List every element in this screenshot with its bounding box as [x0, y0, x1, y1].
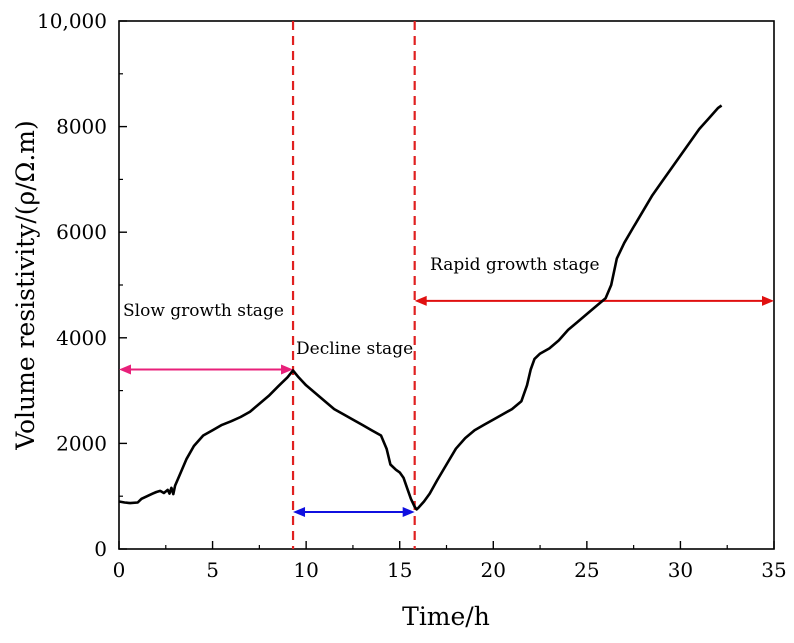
y-tick-label: 8000 — [56, 115, 107, 139]
arrow-head — [402, 507, 415, 518]
y-tick-label: 2000 — [56, 431, 107, 455]
x-tick-label: 5 — [206, 558, 219, 582]
y-tick-label: 4000 — [56, 326, 107, 350]
arrow-head — [281, 364, 294, 375]
x-tick-label: 10 — [293, 558, 318, 582]
stage-divider-lines — [291, 21, 416, 549]
resistivity-line — [118, 104, 723, 511]
y-tick-label: 0 — [94, 537, 107, 561]
arrow-head — [414, 295, 427, 306]
arrow-head — [762, 295, 774, 306]
x-axis-title: Time/h — [402, 602, 490, 631]
x-tick-label: 35 — [761, 558, 786, 582]
annotation-slow-growth-stage: Slow growth stage — [123, 301, 284, 321]
x-tick-label: 20 — [481, 558, 506, 582]
annotation-rapid-growth-stage: Rapid growth stage — [430, 255, 600, 275]
y-tick-label: 10,000 — [37, 9, 107, 33]
y-tick-label: 6000 — [56, 220, 107, 244]
stage-arrows — [119, 295, 774, 518]
x-tick-label: 25 — [574, 558, 599, 582]
x-tick-label: 30 — [668, 558, 693, 582]
plot-frame — [118, 20, 775, 550]
x-tick-label: 0 — [113, 558, 126, 582]
arrow-head — [293, 507, 306, 518]
arrow-head — [119, 364, 131, 375]
x-axis-ticks: 0 5 10 15 20 25 30 35 — [113, 541, 787, 582]
annotation-decline-stage: Decline stage — [296, 339, 413, 359]
y-axis-ticks: 0 2000 4000 6000 8000 10,000 — [37, 9, 127, 561]
y-axis-title: Volume resistivity/(ρ/Ω.m) — [11, 120, 40, 451]
x-tick-label: 15 — [387, 558, 412, 582]
